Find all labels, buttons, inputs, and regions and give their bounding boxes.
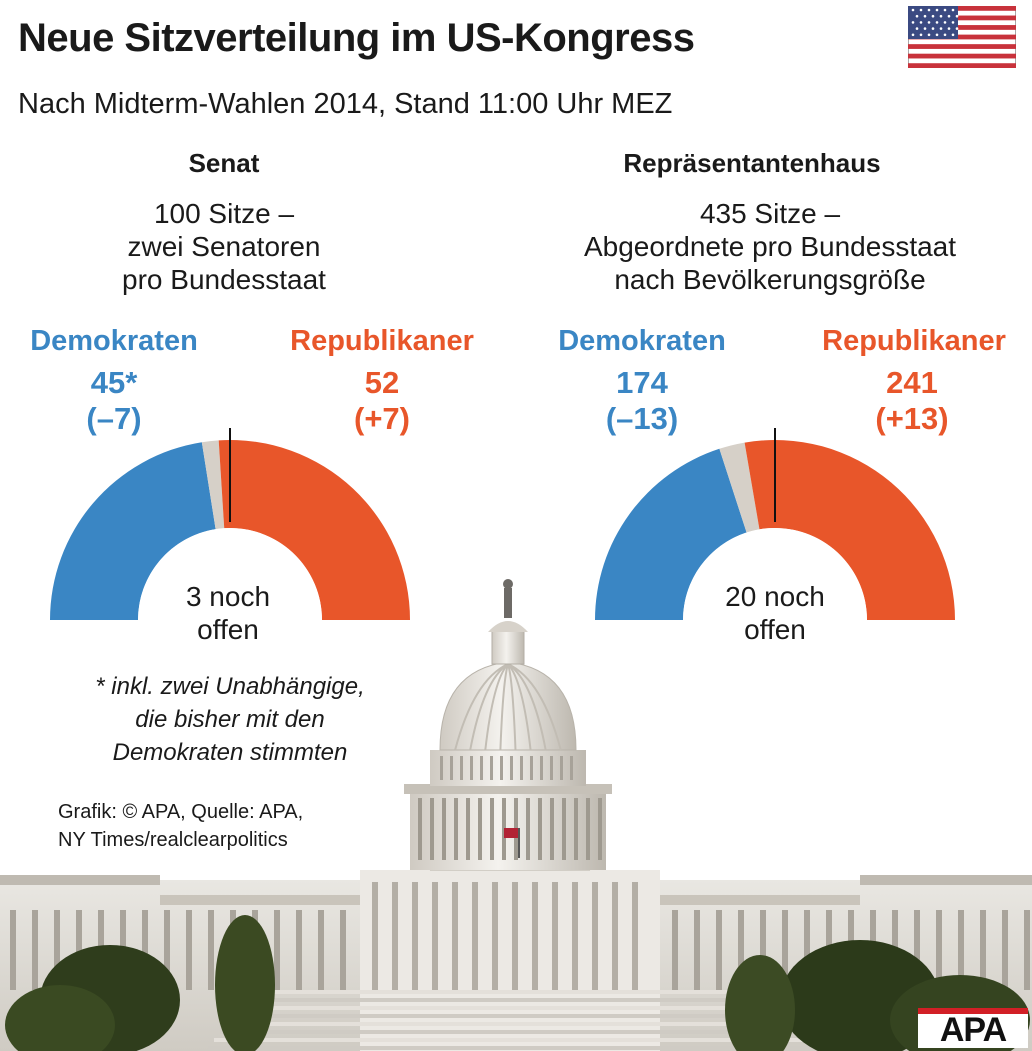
senate-democrats-change: (–7) — [86, 401, 142, 436]
footnote: * inkl. zwei Unabhängige, die bisher mit… — [95, 673, 365, 766]
senate-republicans-change: (+7) — [354, 401, 410, 436]
house-title: Repräsentantenhaus — [623, 148, 881, 178]
page-subtitle: Nach Midterm-Wahlen 2014, Stand 11:00 Uh… — [18, 88, 673, 120]
house-open-slice — [719, 442, 760, 533]
house-republicans-change: (+13) — [875, 401, 949, 436]
us-flag-icon — [908, 6, 1016, 68]
senate-title: Senat — [188, 148, 260, 178]
senate-democrats-slice — [50, 442, 216, 620]
senate-democrats-label: Demokraten — [30, 325, 198, 357]
senate-republicans-label: Republikaner — [290, 325, 474, 357]
house-republicans-value: 241 — [886, 365, 938, 400]
house-description: 435 Sitze – Abgeordnete pro Bundesstaat … — [583, 198, 957, 295]
house-republicans-label: Republikaner — [822, 325, 1006, 357]
apa-logo-text: APA — [939, 1011, 1007, 1049]
senate-half-donut — [50, 428, 410, 620]
house-donut-hole — [683, 528, 867, 620]
house-half-donut — [595, 428, 955, 620]
senate-republicans-value: 52 — [364, 365, 400, 400]
senate-donut-hole — [138, 528, 322, 620]
house-democrats-value: 174 — [616, 365, 668, 400]
senate-democrats-value: 45* — [90, 365, 138, 400]
apa-logo: APA — [918, 1008, 1028, 1048]
house-open-seats-label: 20 noch offen — [725, 581, 825, 645]
house-republicans-slice — [744, 440, 955, 620]
senate-description: 100 Sitze – zwei Senatoren pro Bundessta… — [122, 198, 326, 295]
senate-republicans-slice — [218, 440, 410, 620]
house-democrats-change: (–13) — [605, 401, 679, 436]
page-title: Neue Sitzverteilung im US-Kongress — [18, 16, 695, 60]
senate-open-slice — [201, 440, 225, 530]
source-credit: Grafik: © APA, Quelle: APA, NY Times/rea… — [58, 801, 304, 851]
house-democrats-label: Demokraten — [558, 325, 726, 357]
senate-open-seats-label: 3 noch offen — [185, 581, 271, 645]
house-democrats-slice — [595, 448, 747, 620]
capitol-building-illustration — [0, 579, 1032, 1051]
